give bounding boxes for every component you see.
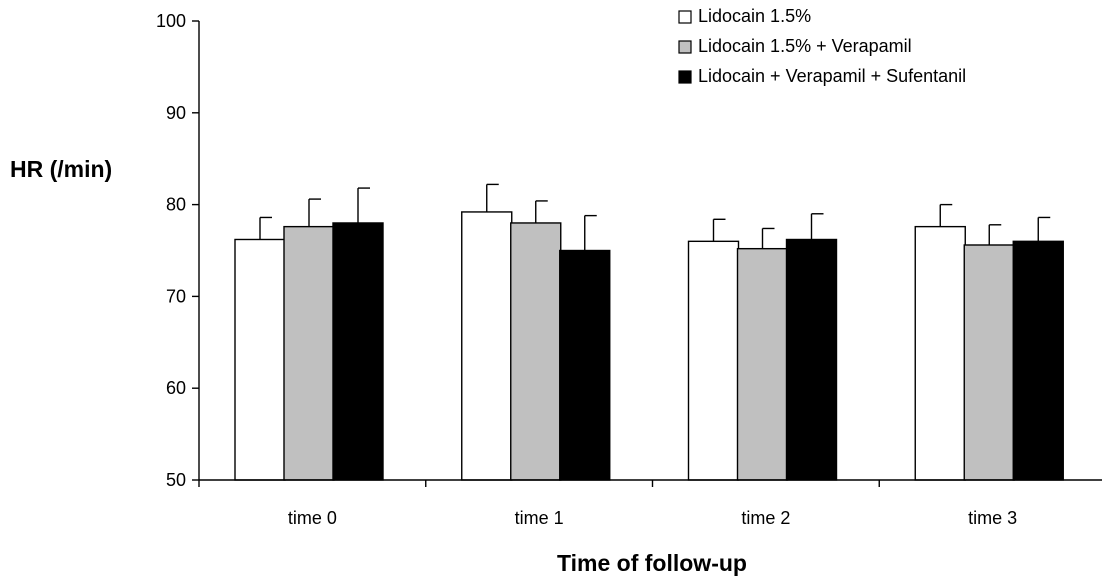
bar <box>1012 240 1064 481</box>
y-tick-label: 70 <box>166 286 186 306</box>
y-tick-label: 100 <box>156 11 186 31</box>
axes-layer: 50 60 70 80 90 100 time 0 time 1 time 2 time 3 <box>156 11 1102 528</box>
x-tick-label: time 1 <box>515 508 564 528</box>
bar <box>963 244 1015 481</box>
x-axis-title: Time of follow-up <box>557 550 747 576</box>
bar <box>461 211 513 481</box>
legend-swatch <box>678 70 692 84</box>
legend-label: Lidocain + Verapamil + Sufentanil <box>698 66 966 86</box>
legend-swatch <box>678 10 692 24</box>
bar <box>687 240 740 481</box>
x-tick-label: time 3 <box>968 508 1017 528</box>
legend-swatch <box>678 40 692 54</box>
bar <box>510 222 562 481</box>
legend: Lidocain 1.5% Lidocain 1.5% + Verapamil Li… <box>678 6 966 86</box>
bars-layer <box>234 211 1064 481</box>
error-bars-layer <box>259 183 1051 251</box>
y-axis-title: HR (/min) <box>10 156 112 182</box>
x-tick-label: time 0 <box>288 508 337 528</box>
bar <box>785 238 838 481</box>
bar <box>736 247 789 481</box>
bar <box>234 238 286 481</box>
y-tick-label: 80 <box>166 195 186 215</box>
y-tick-label: 50 <box>166 470 186 490</box>
legend-label: Lidocain 1.5% + Verapamil <box>698 36 912 56</box>
y-tick-label: 60 <box>166 378 186 398</box>
bar <box>283 225 335 481</box>
bar <box>332 222 384 481</box>
x-tick-label: time 2 <box>741 508 790 528</box>
bar <box>559 249 611 481</box>
legend-label: Lidocain 1.5% <box>698 6 811 26</box>
y-tick-label: 90 <box>166 103 186 123</box>
bar <box>914 225 966 481</box>
